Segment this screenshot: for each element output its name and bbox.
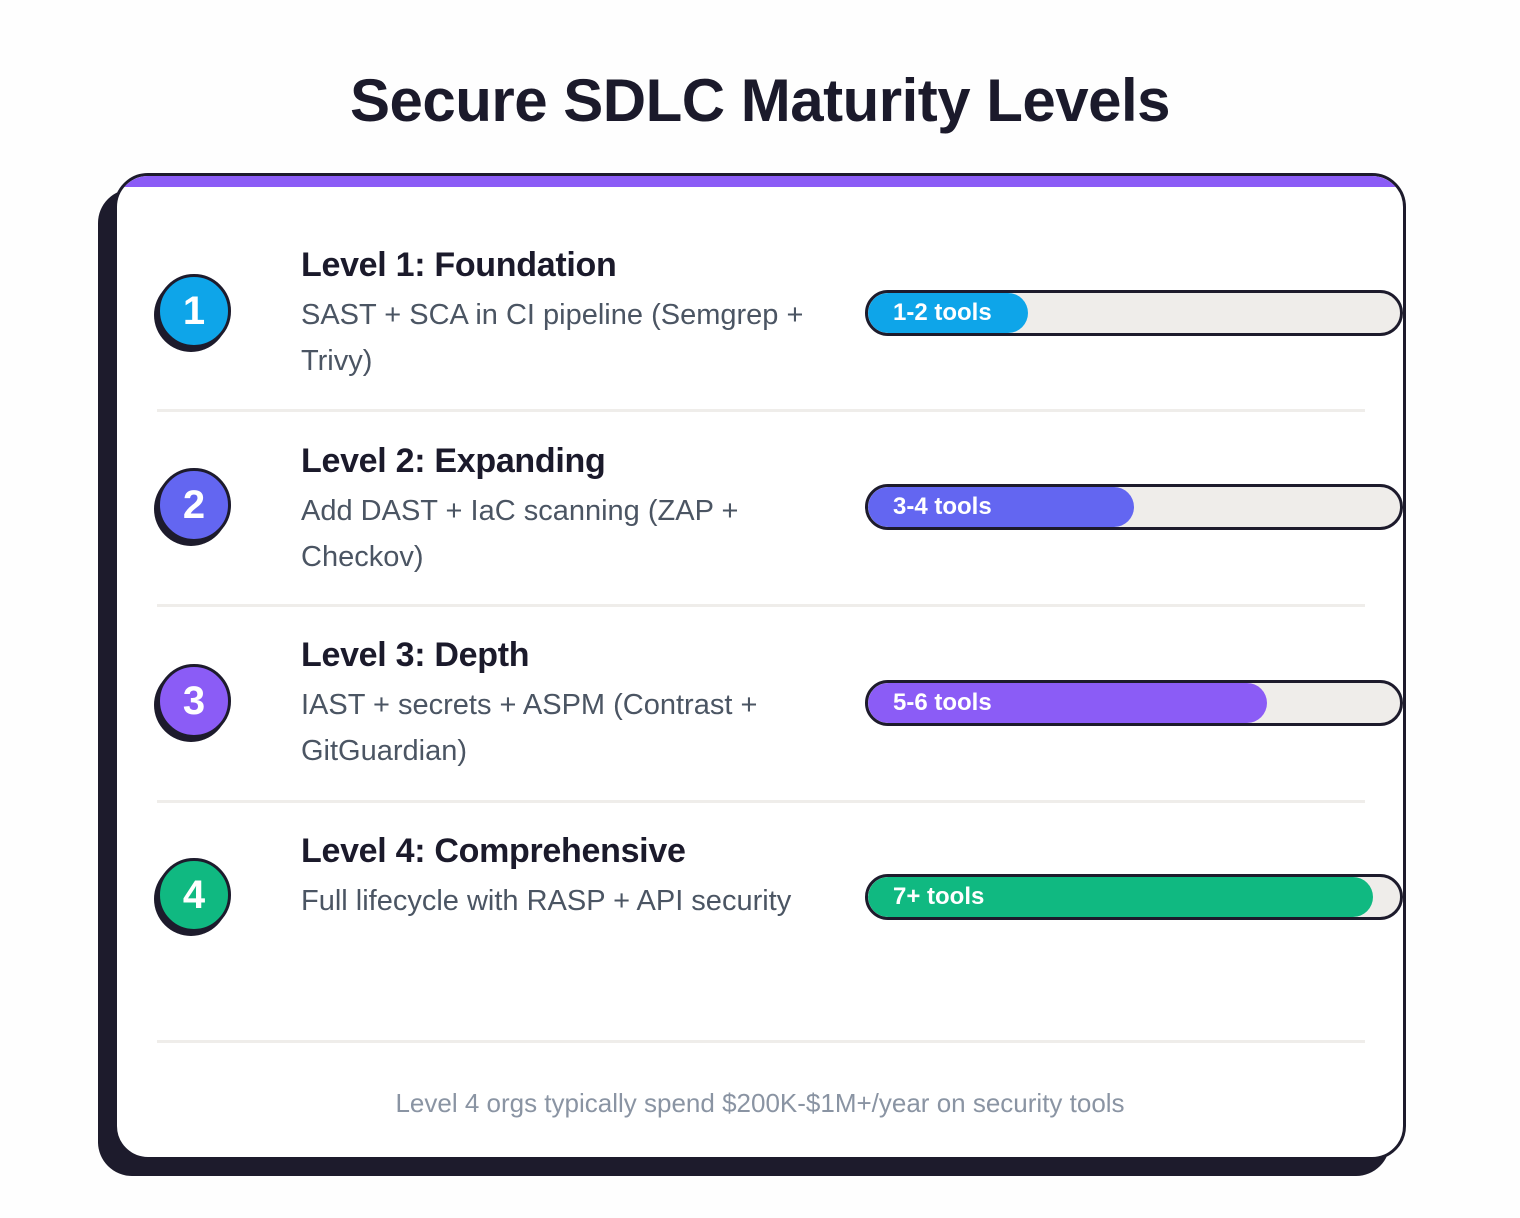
- level-number-badge: 2: [157, 468, 231, 542]
- level-row-4: 4 Level 4: Comprehensive Full lifecycle …: [157, 828, 1403, 978]
- level-title: Level 2: Expanding: [301, 442, 606, 480]
- level-description: Full lifecycle with RASP + API security: [301, 885, 792, 917]
- progress-fill: 7+ tools: [868, 877, 1374, 917]
- progress-fill: 3-4 tools: [868, 487, 1134, 527]
- progress-bar: 1-2 tools: [865, 290, 1403, 336]
- progress-fill: 1-2 tools: [868, 293, 1028, 333]
- level-description: IAST + secrets + ASPM (Contrast + GitGua…: [301, 689, 758, 767]
- maturity-card: 1 Level 1: Foundation SAST + SCA in CI p…: [114, 173, 1406, 1160]
- progress-bar: 5-6 tools: [865, 680, 1403, 726]
- accent-stripe: [117, 176, 1403, 187]
- level-row-2: 2 Level 2: Expanding Add DAST + IaC scan…: [157, 438, 1403, 588]
- divider: [157, 409, 1365, 412]
- level-title: Level 4: Comprehensive: [301, 832, 686, 870]
- level-title: Level 1: Foundation: [301, 246, 617, 284]
- level-description: SAST + SCA in CI pipeline (Semgrep + Tri…: [301, 299, 804, 377]
- progress-bar: 3-4 tools: [865, 484, 1403, 530]
- page-title: Secure SDLC Maturity Levels: [349, 67, 1171, 134]
- level-number-badge: 4: [157, 858, 231, 932]
- level-title: Level 3: Depth: [301, 636, 530, 674]
- footer-note: Level 4 orgs typically spend $200K-$1M+/…: [395, 1088, 1125, 1118]
- level-row-1: 1 Level 1: Foundation SAST + SCA in CI p…: [157, 242, 1403, 392]
- divider: [157, 800, 1365, 803]
- divider: [157, 1040, 1365, 1043]
- level-number-badge: 1: [157, 274, 231, 348]
- divider: [157, 604, 1365, 607]
- level-row-3: 3 Level 3: Depth IAST + secrets + ASPM (…: [157, 632, 1403, 782]
- progress-fill: 5-6 tools: [868, 683, 1267, 723]
- level-description: Add DAST + IaC scanning (ZAP + Checkov): [301, 495, 739, 573]
- progress-bar: 7+ tools: [865, 874, 1403, 920]
- level-number-badge: 3: [157, 664, 231, 738]
